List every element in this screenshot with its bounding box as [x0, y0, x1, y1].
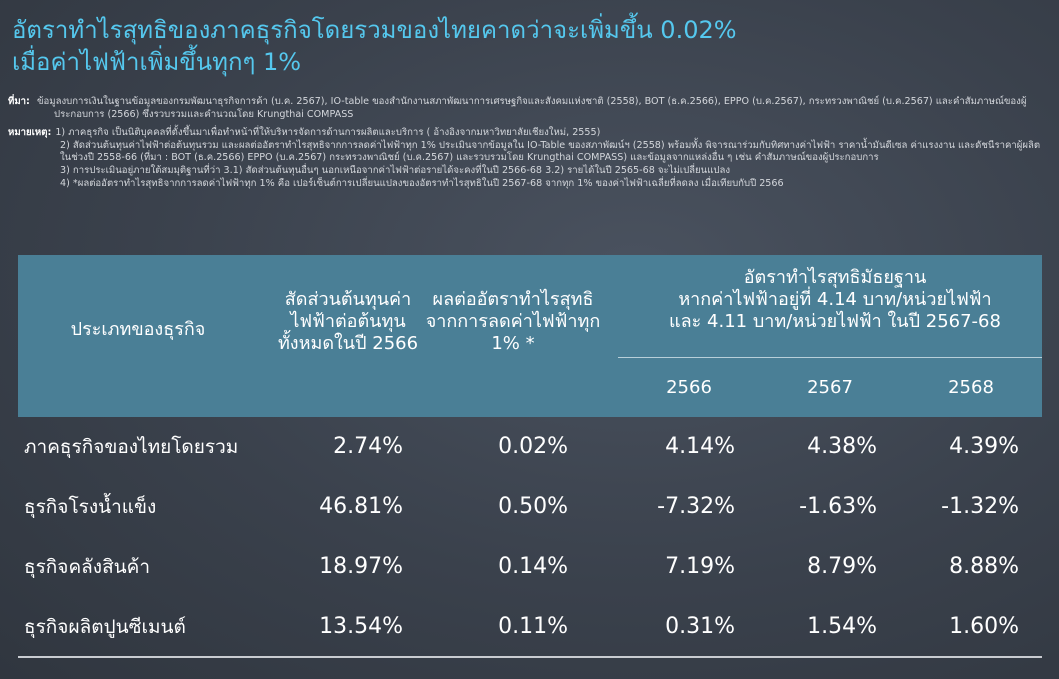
cell-cost-share: 46.81%	[319, 494, 403, 519]
table-row: ธุรกิจผลิตปูนซีเมนต์ 13.54% 0.11% 0.31% …	[18, 597, 1042, 657]
page-title: อัตราทำไรสุทธิของภาคธุรกิจโดยรวมของไทยคา…	[12, 14, 1042, 78]
table-row: ธุรกิจคลังสินค้า 18.97% 0.14% 7.19% 8.79…	[18, 537, 1042, 597]
row-name: ภาคธุรกิจของไทยโดยรวม	[24, 436, 239, 458]
header-year-2566: 2566	[666, 377, 712, 398]
header-rate-line-2: หากค่าไฟฟ้าอยู่ที่ 4.14 บาท/หน่วยไฟฟ้า	[678, 289, 992, 310]
row-name: ธุรกิจผลิตปูนซีเมนต์	[24, 616, 186, 638]
header-profit-effect: ผลต่ออัตราทำไรสุทธิจากการลดค่าไฟฟ้าทุก 1…	[425, 289, 601, 354]
cell-rate-2568: 1.60%	[949, 614, 1019, 639]
source-note: ที่มา: ข้อมูลงบการเงินในฐานข้อมูลของกรมพ…	[8, 96, 1048, 121]
data-table: ประเภทของธุรกิจ สัดส่วนต้นทุนค่าไฟฟ้าต่อ…	[18, 255, 1042, 658]
cell-profit-effect: 0.11%	[498, 614, 568, 639]
cell-rate-2566: 4.14%	[665, 434, 735, 459]
table-header: ประเภทของธุรกิจ สัดส่วนต้นทุนค่าไฟฟ้าต่อ…	[18, 255, 1042, 417]
row-name: ธุรกิจคลังสินค้า	[24, 556, 151, 578]
cell-rate-2568: 4.39%	[949, 434, 1019, 459]
cell-rate-2568: -1.32%	[941, 494, 1019, 519]
cell-rate-2568: 8.88%	[949, 554, 1019, 579]
header-business-type: ประเภทของธุรกิจ	[70, 319, 206, 340]
cell-profit-effect: 0.02%	[498, 434, 568, 459]
cell-rate-2567: -1.63%	[799, 494, 877, 519]
cell-profit-effect: 0.50%	[498, 494, 568, 519]
cell-cost-share: 2.74%	[333, 434, 403, 459]
remarks: หมายเหตุ: 1) ภาคธุรกิจ เป็นนิติบุคคลที่ต…	[8, 127, 1048, 190]
source-text: ข้อมูลงบการเงินในฐานข้อมูลของกรมพัฒนาธุร…	[36, 96, 1027, 120]
notes-block: ที่มา: ข้อมูลงบการเงินในฐานข้อมูลของกรมพ…	[8, 96, 1048, 190]
cell-cost-share: 13.54%	[319, 614, 403, 639]
row-name: ธุรกิจโรงน้ำแข็ง	[24, 496, 157, 518]
header-year-2567: 2567	[807, 377, 853, 398]
header-rate-line-3: และ 4.11 บาท/หน่วยไฟฟ้า ในปี 2567-68	[669, 311, 1001, 332]
title-line-1: อัตราทำไรสุทธิของภาคธุรกิจโดยรวมของไทยคา…	[12, 16, 737, 44]
cell-rate-2567: 1.54%	[807, 614, 877, 639]
cell-rate-2566: 7.19%	[665, 554, 735, 579]
remark-item-4: 4) *ผลต่ออัตราทำไรสุทธิจากการลดค่าไฟฟ้าท…	[60, 177, 784, 189]
table-row: ภาคธุรกิจของไทยโดยรวม 2.74% 0.02% 4.14% …	[18, 417, 1042, 477]
cell-rate-2566: -7.32%	[657, 494, 735, 519]
cell-rate-2567: 8.79%	[807, 554, 877, 579]
remark-label: หมายเหตุ:	[8, 127, 52, 139]
remark-item-3: 3) การประเมินอยู่ภายใต้สมมุติฐานที่ว่า 3…	[60, 164, 731, 176]
cell-cost-share: 18.97%	[319, 554, 403, 579]
remark-item-2: 2) สัดส่วนต้นทุนค่าไฟฟ้าต่อต้นทุนรวม และ…	[60, 139, 1041, 164]
source-label: ที่มา:	[8, 96, 30, 107]
remark-item-1: 1) ภาคธุรกิจ เป็นนิติบุคคลที่ตั้งขึ้นมาเ…	[55, 127, 601, 139]
cell-rate-2566: 0.31%	[665, 614, 735, 639]
header-year-2568: 2568	[948, 377, 994, 398]
header-median-rate: อัตราทำไรสุทธิมัธยฐาน หากค่าไฟฟ้าอยู่ที่…	[628, 267, 1042, 333]
table-row: ธุรกิจโรงน้ำแข็ง 46.81% 0.50% -7.32% -1.…	[18, 477, 1042, 537]
table-bottom-rule	[18, 656, 1042, 658]
header-cost-share: สัดส่วนต้นทุนค่าไฟฟ้าต่อต้นทุนทั้งหมดในป…	[277, 289, 419, 354]
header-rate-line-1: อัตราทำไรสุทธิมัธยฐาน	[743, 267, 927, 288]
title-line-2: เมื่อค่าไฟฟ้าเพิ่มขึ้นทุกๆ 1%	[12, 48, 302, 76]
header-divider	[618, 357, 1042, 358]
cell-profit-effect: 0.14%	[498, 554, 568, 579]
cell-rate-2567: 4.38%	[807, 434, 877, 459]
